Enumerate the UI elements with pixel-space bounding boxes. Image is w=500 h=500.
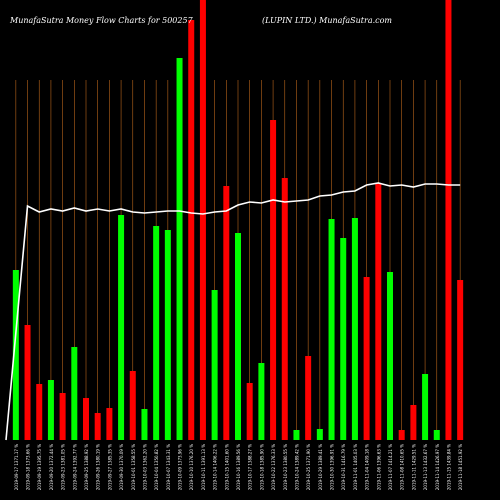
- x-tick-label-20: 2019-10-17 1388.27 %: [248, 444, 253, 490]
- x-tick-label-34: 2019-11-11 1429.51 %: [411, 444, 416, 490]
- bar-11: [141, 409, 148, 440]
- bar-21: [258, 363, 265, 440]
- bar-18: [223, 186, 230, 440]
- bar-8: [106, 408, 113, 440]
- x-tick-label-11: 2019-10-03 1362.20 %: [142, 444, 147, 490]
- x-tick-label-17: 2019-10-14 1406.22 %: [213, 444, 218, 490]
- bar-27: [328, 219, 335, 440]
- x-tick-label-19: 2019-10-16 1389.56 %: [236, 444, 241, 490]
- bar-7: [94, 413, 101, 440]
- x-tick-label-35: 2019-11-13 1432.67 %: [423, 444, 428, 490]
- x-tick-label-2: 2019-09-19 1395.75 %: [37, 444, 42, 490]
- x-tick-label-7: 2019-09-26 1380.19 %: [96, 444, 101, 490]
- x-tick-label-21: 2019-10-18 1385.90 %: [259, 444, 264, 490]
- x-tick-label-26: 2019-10-29 1389.41 %: [318, 444, 323, 490]
- bar-12: [153, 226, 160, 440]
- money-flow-line: [5, 182, 461, 441]
- bar-4: [59, 393, 66, 440]
- x-tick-label-5: 2019-09-24 1392.77 %: [72, 444, 77, 490]
- x-tick-label-3: 2019-09-20 1372.44 %: [49, 444, 54, 490]
- bar-0: [12, 270, 19, 440]
- x-tick-label-10: 2019-10-01 1358.55 %: [131, 444, 136, 490]
- x-tick-label-33: 2019-11-08 1410.65 %: [400, 444, 405, 490]
- bar-14: [176, 58, 183, 440]
- bar-37: [445, 0, 452, 440]
- x-tick-label-36: 2019-11-14 1426.97 %: [435, 444, 440, 490]
- bar-24: [293, 430, 300, 440]
- x-tick-label-22: 2019-10-22 1376.33 %: [271, 444, 276, 490]
- x-tick-label-13: 2019-10-07 1343.31 %: [166, 444, 171, 490]
- bar-25: [305, 356, 312, 440]
- bar-36: [433, 430, 440, 440]
- bar-19: [235, 233, 241, 440]
- bar-5: [71, 347, 78, 440]
- x-tick-label-12: 2019-10-04 1350.82 %: [154, 444, 159, 490]
- x-tick-label-1: 2019-09-18 1373.66 %: [26, 444, 31, 490]
- bar-17: [211, 290, 218, 440]
- bar-2: [36, 384, 43, 440]
- bar-34: [410, 405, 417, 440]
- x-tick-label-37: 2019-11-15 1439.84 %: [446, 444, 451, 490]
- x-tick-label-8: 2019-09-27 1385.35 %: [107, 444, 112, 490]
- x-tick-label-4: 2019-09-23 1381.05 %: [61, 444, 66, 490]
- bar-33: [398, 430, 405, 440]
- bar-23: [281, 178, 288, 440]
- x-tick-label-24: 2019-10-24 1389.42 %: [294, 444, 299, 490]
- x-tick-label-29: 2019-11-01 1405.03 %: [353, 444, 358, 490]
- bar-30: [363, 277, 370, 440]
- bar-38: [457, 280, 464, 440]
- bar-32: [387, 272, 393, 440]
- bar-28: [340, 238, 347, 440]
- bar-29: [351, 218, 358, 440]
- bar-26: [316, 429, 323, 440]
- bar-13: [164, 230, 171, 440]
- x-tick-label-28: 2019-10-31 1416.79 %: [341, 444, 346, 490]
- x-tick-label-30: 2019-11-04 1409.18 %: [365, 444, 370, 490]
- bar-9: [118, 215, 125, 440]
- bar-35: [422, 374, 429, 440]
- x-tick-label-15: 2019-10-10 1376.20 %: [189, 444, 194, 490]
- x-tick-label-16: 2019-10-11 1391.13 %: [201, 444, 206, 490]
- x-tick-label-14: 2019-10-09 1373.96 %: [178, 444, 183, 490]
- chart-title: MunafaSutra Money Flow Charts for 500257: [10, 16, 193, 25]
- x-tick-label-27: 2019-10-30 1396.91 %: [330, 444, 335, 490]
- bar-6: [83, 398, 89, 440]
- bar-22: [270, 120, 277, 440]
- x-tick-label-23: 2019-10-23 1380.55 %: [283, 444, 288, 490]
- chart-subtitle: (LUPIN LTD.) MunafaSutra.com: [262, 16, 393, 25]
- x-tick-label-0: 2019-09-17 1371.17 %: [14, 444, 19, 490]
- bar-1: [24, 325, 31, 440]
- bar-3: [47, 380, 54, 440]
- x-tick-label-6: 2019-09-25 1388.92 %: [84, 444, 89, 490]
- x-tick-label-9: 2019-09-30 1370.09 %: [119, 444, 124, 490]
- x-tick-label-32: 2019-11-07 1414.21 %: [388, 444, 393, 490]
- x-tick-label-25: 2019-10-25 1371.90 %: [306, 444, 311, 490]
- bar-10: [129, 371, 136, 440]
- bar-15: [188, 20, 195, 440]
- bar-31: [375, 183, 382, 440]
- bar-20: [246, 383, 253, 440]
- x-tick-label-38: 2019-11-18 1451.92 %: [458, 444, 463, 490]
- x-tick-label-31: 2019-11-06 1396.63 %: [376, 444, 381, 490]
- bar-16: [199, 0, 206, 440]
- x-tick-label-18: 2019-10-15 1401.60 %: [224, 444, 229, 490]
